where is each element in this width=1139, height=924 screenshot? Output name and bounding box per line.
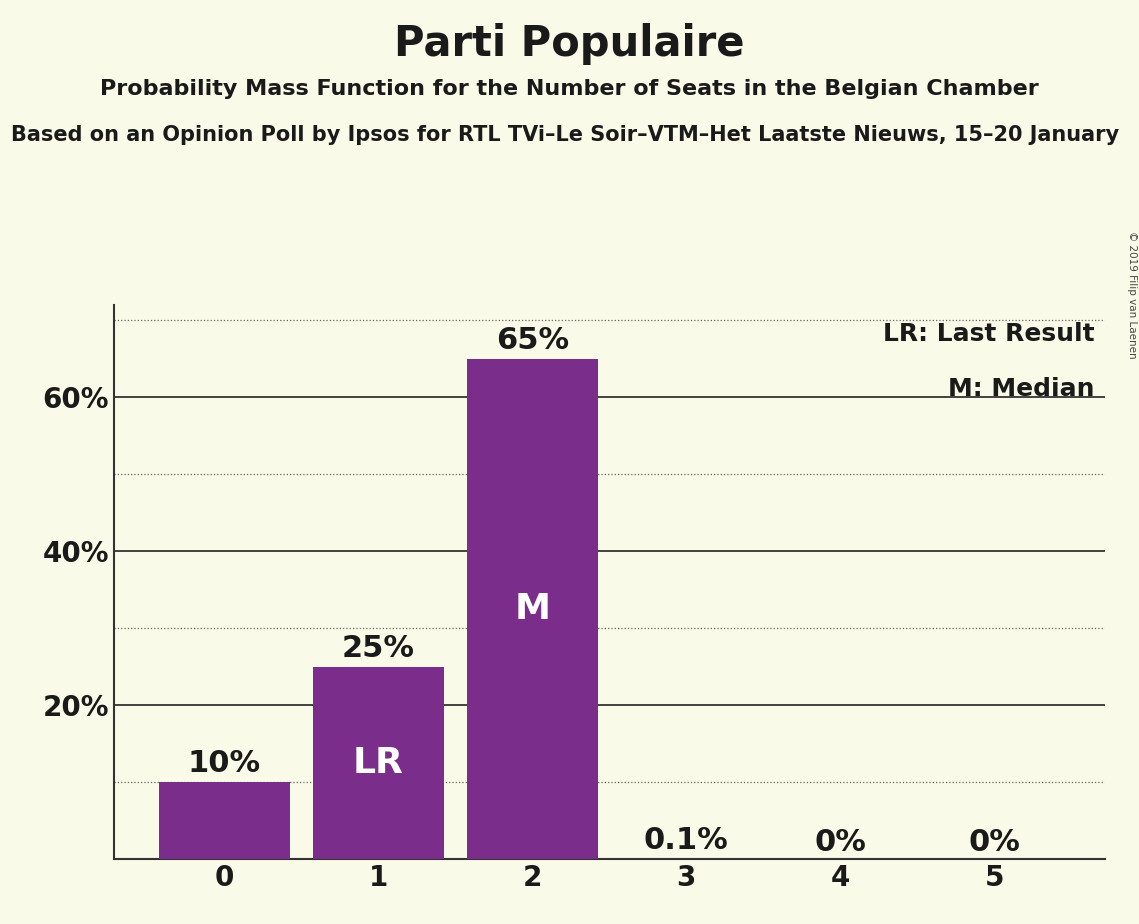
Bar — [159, 783, 289, 859]
Text: M: Median: M: Median — [949, 377, 1095, 401]
Text: LR: LR — [353, 746, 404, 780]
Text: Probability Mass Function for the Number of Seats in the Belgian Chamber: Probability Mass Function for the Number… — [100, 79, 1039, 99]
Text: 10%: 10% — [188, 749, 261, 778]
Bar — [467, 359, 598, 859]
Text: 65%: 65% — [495, 326, 570, 355]
Text: 0%: 0% — [814, 828, 867, 857]
Text: 0%: 0% — [968, 828, 1021, 857]
Text: © 2019 Filip van Laenen: © 2019 Filip van Laenen — [1126, 231, 1137, 359]
Text: 25%: 25% — [342, 634, 415, 663]
Text: Parti Populaire: Parti Populaire — [394, 23, 745, 65]
Text: Based on an Opinion Poll by Ipsos for RTL TVi–Le Soir–VTM–Het Laatste Nieuws, 15: Based on an Opinion Poll by Ipsos for RT… — [11, 125, 1120, 145]
Text: LR: Last Result: LR: Last Result — [884, 322, 1095, 346]
Text: 0.1%: 0.1% — [644, 826, 729, 855]
Text: M: M — [515, 592, 550, 626]
Bar — [313, 667, 444, 859]
